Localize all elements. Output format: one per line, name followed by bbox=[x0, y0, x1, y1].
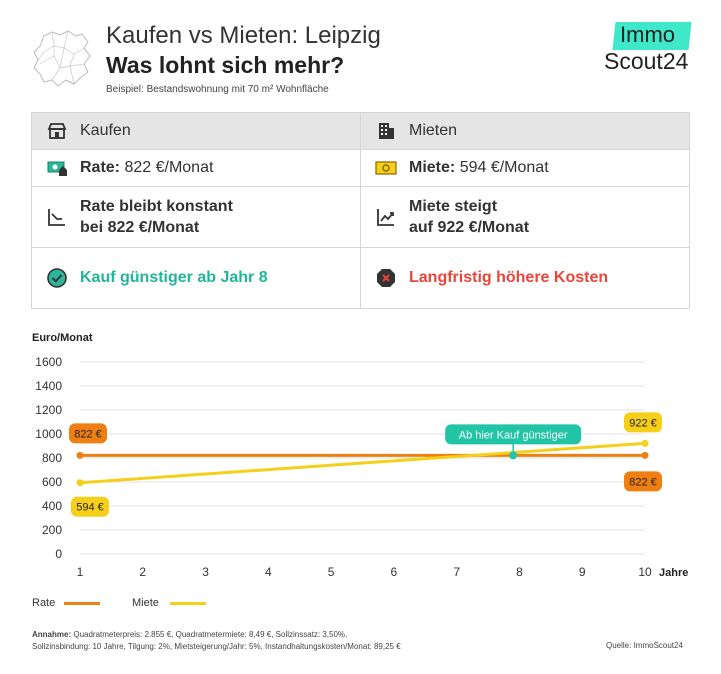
legend-rate-label: Rate bbox=[32, 597, 56, 609]
legend-miete-swatch bbox=[170, 602, 206, 605]
buy-header: Kaufen bbox=[31, 112, 361, 150]
y-tick-label: 1600 bbox=[35, 355, 62, 369]
rent-end-label-text: 922 € bbox=[629, 417, 657, 429]
y-tick-label: 0 bbox=[55, 547, 62, 561]
house-payment-icon bbox=[47, 161, 67, 176]
rate-end-label: 822 € bbox=[624, 471, 662, 492]
shop-icon bbox=[47, 123, 67, 139]
y-tick-label: 600 bbox=[42, 475, 62, 489]
y-tick-label: 1400 bbox=[35, 379, 62, 393]
money-icon bbox=[375, 161, 397, 175]
source-note: Quelle: ImmoScout24 bbox=[606, 641, 683, 650]
assumptions-note: Annahme: Quadratmeterpreis: 2.855 €, Qua… bbox=[32, 630, 401, 651]
trend-flat-icon bbox=[48, 209, 65, 226]
x-tick-label: 9 bbox=[579, 565, 586, 579]
x-tick-label: 8 bbox=[516, 565, 523, 579]
rent-end-label: 922 € bbox=[624, 412, 662, 433]
x-tick-label: 5 bbox=[328, 565, 335, 579]
x-tick-label: 10 bbox=[638, 565, 652, 579]
rent-trend-cell: Miete steigt auf 922 €/Monat bbox=[360, 186, 690, 248]
y-tick-label: 200 bbox=[42, 523, 62, 537]
series-line-miete bbox=[79, 441, 646, 485]
warning-octagon-icon bbox=[377, 269, 395, 287]
x-tick-label: 3 bbox=[202, 565, 209, 579]
page-title: Kaufen vs Mieten: Leipzig bbox=[106, 22, 381, 49]
leipzig-map-icon bbox=[33, 30, 91, 87]
building-icon bbox=[379, 123, 394, 139]
x-axis-label: Jahre bbox=[659, 567, 688, 579]
rate-end-label-text: 822 € bbox=[629, 476, 657, 488]
x-tick-label: 1 bbox=[77, 565, 84, 579]
rent-verdict-cell: Langfristig höhere Kosten bbox=[360, 247, 690, 309]
y-tick-label: 1000 bbox=[35, 427, 62, 441]
x-tick-label: 7 bbox=[453, 565, 460, 579]
rent-value-cell: Miete: 594 €/Monat bbox=[360, 149, 690, 187]
comparison-table: Kaufen Mieten bbox=[31, 112, 690, 309]
x-tick-label: 2 bbox=[139, 565, 146, 579]
trend-up-icon bbox=[377, 209, 394, 226]
buy-trend-cell: Rate bleibt konstant bei 822 €/Monat bbox=[31, 186, 361, 248]
rate-start-label-text: 822 € bbox=[74, 428, 102, 440]
data-point-miete bbox=[76, 479, 84, 487]
rent-header: Mieten bbox=[360, 112, 690, 150]
buy-rate-cell: Rate: 822 €/Monat bbox=[31, 149, 361, 187]
data-point-miete bbox=[641, 439, 649, 447]
rate-start-label-bg bbox=[69, 423, 107, 444]
immoscout24-logo: Immo Scout24 bbox=[604, 20, 694, 74]
x-tick-label: 4 bbox=[265, 565, 272, 579]
legend-rate-swatch bbox=[64, 602, 100, 605]
buy-verdict-cell: Kauf günstiger ab Jahr 8 bbox=[31, 247, 361, 309]
crossover-label-text: Ab hier Kauf günstiger bbox=[459, 429, 568, 441]
y-tick-label: 1200 bbox=[35, 403, 62, 417]
rent-start-label-text: 594 € bbox=[76, 502, 104, 514]
y-tick-label: 400 bbox=[42, 499, 62, 513]
rate-start-label: 822 € bbox=[69, 423, 107, 444]
crossover-label-bg bbox=[445, 424, 582, 445]
crossover-label: Ab hier Kauf günstiger bbox=[445, 424, 582, 445]
rent-start-label: 594 € bbox=[71, 496, 109, 517]
rate-end-label-bg bbox=[624, 471, 662, 492]
crossover-point bbox=[509, 451, 518, 460]
rent-end-label-bg bbox=[624, 412, 662, 433]
y-axis-label: Euro/Monat bbox=[32, 332, 93, 344]
x-tick-label: 6 bbox=[391, 565, 398, 579]
rent-start-label-bg bbox=[71, 496, 109, 517]
page-subtitle-question: Was lohnt sich mehr? bbox=[106, 52, 345, 78]
legend-miete-label: Miete bbox=[132, 597, 159, 609]
check-circle-icon bbox=[47, 268, 67, 288]
data-point-rate bbox=[641, 451, 649, 459]
data-point-rate bbox=[76, 451, 84, 459]
example-description: Beispiel: Bestandswohnung mit 70 m² Wohn… bbox=[106, 84, 329, 95]
y-tick-label: 800 bbox=[42, 451, 62, 465]
